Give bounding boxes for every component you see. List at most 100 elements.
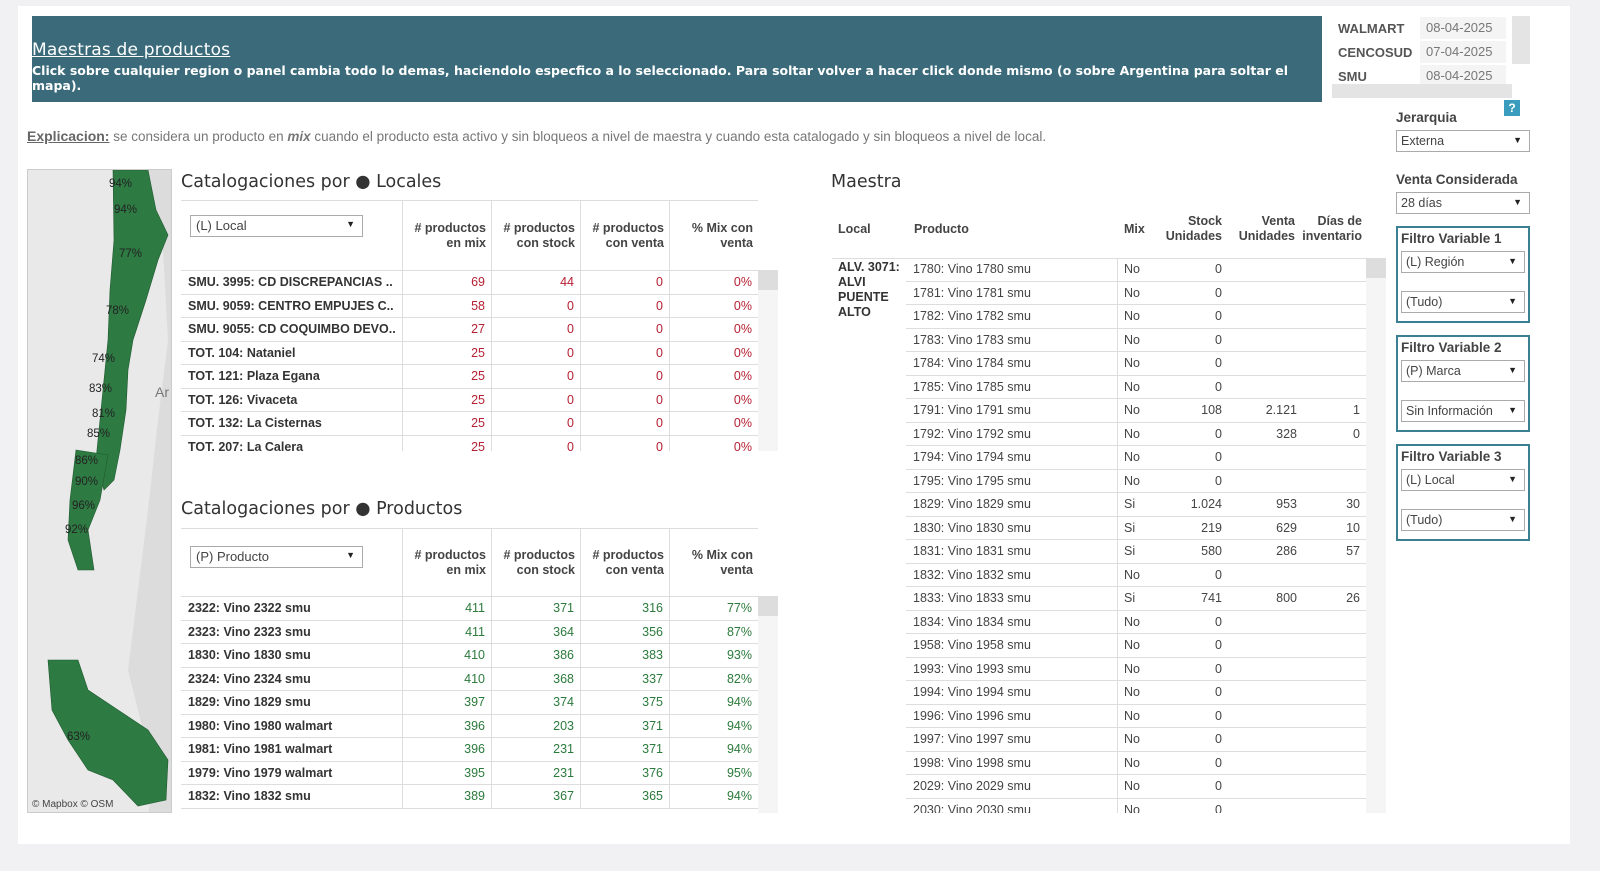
header-producto[interactable]: Producto bbox=[914, 221, 969, 236]
table-row[interactable]: 1981: Vino 1981 walmart 396 231 371 94% bbox=[181, 738, 758, 762]
cell-mix[interactable]: No bbox=[1124, 356, 1140, 371]
cell-stock[interactable]: 203 bbox=[491, 714, 580, 737]
cell-stock[interactable]: 219 bbox=[1201, 520, 1222, 535]
cell-stock[interactable]: 580 bbox=[1201, 544, 1222, 559]
cell-mix[interactable]: 396 bbox=[402, 738, 491, 761]
cell-mix[interactable]: 25 bbox=[402, 435, 491, 451]
row-name[interactable]: 2322: Vino 2322 smu bbox=[188, 601, 311, 616]
cell-producto[interactable]: 1993: Vino 1993 smu bbox=[906, 657, 1118, 680]
cell-mix[interactable]: 25 bbox=[402, 412, 491, 435]
cell-dias[interactable]: 0 bbox=[1353, 426, 1360, 441]
cell-stock[interactable]: 0 bbox=[1215, 309, 1222, 324]
cell-mix[interactable]: Si bbox=[1124, 591, 1136, 606]
cell-producto[interactable]: 1998: Vino 1998 smu bbox=[906, 751, 1118, 774]
cell-producto[interactable]: 1792: Vino 1792 smu bbox=[906, 422, 1118, 445]
filter-2-value-select[interactable]: Sin Información ▼ bbox=[1401, 400, 1525, 422]
cell-venta[interactable]: 376 bbox=[580, 761, 669, 784]
cell-venta[interactable]: 286 bbox=[1276, 544, 1297, 559]
cell-stock[interactable]: 0 bbox=[1215, 332, 1222, 347]
cell-venta[interactable]: 0 bbox=[580, 294, 669, 317]
cell-mix[interactable]: 58 bbox=[402, 294, 491, 317]
cell-mix[interactable]: 395 bbox=[402, 761, 491, 784]
cell-stock[interactable]: 0 bbox=[491, 435, 580, 451]
table-row[interactable]: 2030: Vino 2030 smu No 0 bbox=[906, 798, 1366, 813]
header-productos-stock[interactable]: # productos con stock bbox=[491, 201, 580, 271]
cell-pct[interactable]: 94% bbox=[669, 714, 758, 737]
table-row[interactable]: TOT. 207: La Calera 25 0 0 0% bbox=[181, 435, 758, 451]
table-row[interactable]: 2322: Vino 2322 smu 411 371 316 77% bbox=[181, 597, 758, 621]
cell-mix[interactable]: 389 bbox=[402, 785, 491, 808]
table-row[interactable]: 2324: Vino 2324 smu 410 368 337 82% bbox=[181, 667, 758, 691]
cell-pct[interactable]: 0% bbox=[669, 294, 758, 317]
cell-producto[interactable]: 1958: Vino 1958 smu bbox=[906, 634, 1118, 657]
table-row[interactable]: 1829: Vino 1829 smu Si 1.024 953 30 bbox=[906, 493, 1366, 517]
cell-pct[interactable]: 87% bbox=[669, 620, 758, 643]
venta-select[interactable]: 28 días ▼ bbox=[1396, 192, 1530, 214]
cell-stock[interactable]: 0 bbox=[1215, 732, 1222, 747]
cell-stock[interactable]: 0 bbox=[491, 294, 580, 317]
cell-mix[interactable]: No bbox=[1124, 567, 1140, 582]
cell-stock[interactable]: 44 bbox=[491, 271, 580, 294]
scroll-thumb[interactable] bbox=[758, 270, 778, 290]
cell-venta[interactable]: 0 bbox=[580, 271, 669, 294]
cell-venta[interactable]: 337 bbox=[580, 667, 669, 690]
cell-mix[interactable]: No bbox=[1124, 473, 1140, 488]
row-name[interactable]: 1829: Vino 1829 smu bbox=[188, 695, 311, 710]
cell-producto[interactable]: 2030: Vino 2030 smu bbox=[906, 798, 1118, 813]
header-productos-mix[interactable]: # productos en mix bbox=[402, 529, 491, 597]
cell-stock[interactable]: 0 bbox=[1215, 638, 1222, 653]
cell-pct[interactable]: 0% bbox=[669, 365, 758, 388]
row-name[interactable]: 1830: Vino 1830 smu bbox=[188, 648, 311, 663]
table-row[interactable]: 1791: Vino 1791 smu No 108 2.121 1 bbox=[906, 399, 1366, 423]
cell-pct[interactable]: 82% bbox=[669, 667, 758, 690]
table-row[interactable]: 1794: Vino 1794 smu No 0 bbox=[906, 446, 1366, 470]
filter-1-variable-select[interactable]: (L) Región ▼ bbox=[1401, 251, 1525, 273]
row-name[interactable]: TOT. 132: La Cisternas bbox=[188, 416, 322, 431]
cell-producto[interactable]: 1794: Vino 1794 smu bbox=[906, 446, 1118, 469]
cell-producto[interactable]: 1829: Vino 1829 smu bbox=[906, 493, 1118, 516]
header-productos-mix[interactable]: # productos en mix bbox=[402, 201, 491, 271]
cell-stock[interactable]: 0 bbox=[1215, 356, 1222, 371]
table-row[interactable]: TOT. 126: Vivaceta 25 0 0 0% bbox=[181, 388, 758, 412]
table-row[interactable]: 1784: Vino 1784 smu No 0 bbox=[906, 352, 1366, 376]
table-row[interactable]: 1979: Vino 1979 walmart 395 231 376 95% bbox=[181, 761, 758, 785]
scroll-thumb[interactable] bbox=[1366, 258, 1386, 278]
table-row[interactable]: 1998: Vino 1998 smu No 0 bbox=[906, 751, 1366, 775]
cell-mix[interactable]: No bbox=[1124, 262, 1140, 277]
header-venta[interactable]: Venta Unidades bbox=[1238, 214, 1295, 243]
table-row[interactable]: 1782: Vino 1782 smu No 0 bbox=[906, 305, 1366, 329]
cell-pct[interactable]: 77% bbox=[669, 597, 758, 620]
cell-stock[interactable]: 0 bbox=[1215, 779, 1222, 794]
argentina-label[interactable]: Ar bbox=[155, 384, 169, 400]
cell-stock[interactable]: 374 bbox=[491, 691, 580, 714]
cell-pct[interactable]: 0% bbox=[669, 341, 758, 364]
header-pct-mix-venta[interactable]: % Mix con venta bbox=[669, 529, 758, 597]
table-row[interactable]: 1780: Vino 1780 smu No 0 bbox=[906, 258, 1366, 282]
header-local[interactable]: Local bbox=[838, 221, 871, 236]
cell-dias[interactable]: 10 bbox=[1346, 520, 1360, 535]
cell-mix[interactable]: 69 bbox=[402, 271, 491, 294]
cell-venta[interactable]: 0 bbox=[580, 318, 669, 341]
cell-mix[interactable]: No bbox=[1124, 638, 1140, 653]
cell-stock[interactable]: 0 bbox=[1215, 379, 1222, 394]
cell-venta[interactable]: 0 bbox=[580, 412, 669, 435]
header-stock[interactable]: Stock Unidades bbox=[1165, 214, 1222, 243]
dates-vertical-scrollbar[interactable] bbox=[1512, 16, 1530, 64]
cell-producto[interactable]: 1782: Vino 1782 smu bbox=[906, 305, 1118, 328]
table-row[interactable]: 1833: Vino 1833 smu Si 741 800 26 bbox=[906, 587, 1366, 611]
cell-mix[interactable]: Si bbox=[1124, 544, 1136, 559]
cell-mix[interactable]: Si bbox=[1124, 520, 1136, 535]
row-name[interactable]: 1980: Vino 1980 walmart bbox=[188, 718, 333, 733]
cell-venta[interactable]: 383 bbox=[580, 644, 669, 667]
scroll-thumb[interactable] bbox=[758, 596, 778, 616]
cell-producto[interactable]: 1795: Vino 1795 smu bbox=[906, 469, 1118, 492]
cell-producto[interactable]: 1785: Vino 1785 smu bbox=[906, 375, 1118, 398]
cell-mix[interactable]: No bbox=[1124, 285, 1140, 300]
jerarquia-select[interactable]: Externa ▼ bbox=[1396, 130, 1530, 152]
cell-pct[interactable]: 0% bbox=[669, 388, 758, 411]
table-row[interactable]: 1792: Vino 1792 smu No 0 328 0 bbox=[906, 422, 1366, 446]
cell-stock[interactable]: 0 bbox=[1215, 802, 1222, 813]
cell-producto[interactable]: 1834: Vino 1834 smu bbox=[906, 610, 1118, 633]
cell-mix[interactable]: 410 bbox=[402, 667, 491, 690]
table-row[interactable]: 2029: Vino 2029 smu No 0 bbox=[906, 775, 1366, 799]
